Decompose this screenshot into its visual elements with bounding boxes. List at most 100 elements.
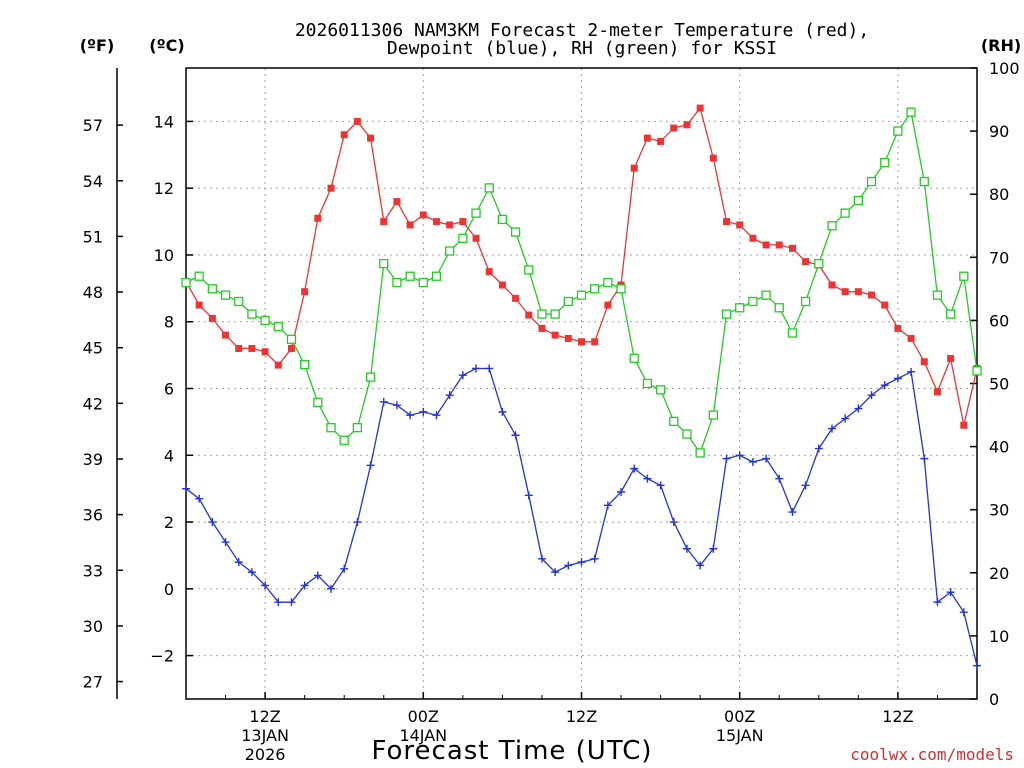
- temperature-point: [723, 218, 731, 226]
- rh-point: [616, 284, 626, 294]
- dewpoint-point: [208, 518, 217, 527]
- dewpoint-point: [195, 494, 204, 503]
- temperature-point: [868, 291, 876, 299]
- rh-tick-label: 90: [989, 122, 1009, 141]
- temperature-point: [933, 388, 941, 396]
- temperature-point: [525, 311, 533, 319]
- rh-point: [800, 296, 811, 307]
- dewpoint-point: [340, 564, 349, 573]
- dewpoint-point: [907, 367, 916, 376]
- dewpoint-point: [788, 508, 797, 517]
- rh-point: [932, 290, 943, 300]
- dewpoint-point: [590, 554, 599, 563]
- rh-point: [840, 208, 850, 218]
- temperature-point: [841, 288, 849, 296]
- rh-point: [695, 448, 705, 458]
- x-tick-date: 13JAN: [241, 726, 289, 745]
- temperature-point: [367, 134, 375, 142]
- dewpoint-point: [353, 518, 362, 527]
- rh-point: [220, 290, 231, 300]
- chart-title-line1: 2026011306 NAM3KM Forecast 2-meter Tempe…: [295, 20, 869, 41]
- rh-tick-label: 10: [989, 627, 1009, 646]
- dewpoint-point: [973, 661, 981, 670]
- temperature-point: [419, 211, 427, 219]
- grid-lines: [186, 68, 977, 699]
- temperature-point: [564, 334, 572, 342]
- dewpoint-point: [366, 461, 375, 470]
- celsius-tick-label: 2: [164, 513, 174, 532]
- rh-point: [260, 315, 270, 326]
- rh-point: [524, 265, 534, 275]
- dewpoint-point: [880, 381, 889, 390]
- fahrenheit-tick-label: 30: [83, 617, 103, 636]
- dewpoint-point: [511, 431, 520, 440]
- rh-tick-label: 20: [989, 564, 1009, 583]
- rh-point: [194, 271, 204, 281]
- x-tick-label: 00Z: [724, 707, 755, 726]
- rh-point: [866, 176, 877, 187]
- rh-point: [576, 290, 587, 300]
- data-series: [181, 104, 982, 670]
- chart-title-line2: Dewpoint (blue), RH (green) for KSSI: [387, 38, 777, 59]
- temperature-point: [406, 221, 414, 229]
- rh-point: [563, 296, 573, 307]
- rh-tick-label: 60: [989, 311, 1009, 330]
- temperature-point: [591, 338, 599, 346]
- x-tick-label: 12Z: [566, 707, 597, 726]
- rh-point: [603, 277, 613, 288]
- rh-point: [484, 183, 494, 193]
- temperature-point: [854, 288, 862, 296]
- rh-tick-label: 80: [989, 185, 1009, 204]
- temperature-point: [947, 354, 955, 362]
- dewpoint-point: [445, 391, 454, 400]
- temperature-point: [195, 301, 203, 309]
- temperature-point: [446, 221, 454, 229]
- rh-point: [735, 303, 745, 313]
- temperature-point: [512, 294, 520, 302]
- dewpoint-point: [537, 554, 546, 563]
- rh-point: [629, 353, 639, 363]
- temperature-point: [353, 117, 361, 125]
- rh-point: [207, 284, 218, 294]
- temperature-point: [683, 121, 691, 129]
- dewpoint-point: [221, 538, 230, 547]
- temperature-point: [538, 324, 546, 332]
- temperature-point: [881, 301, 889, 309]
- dewpoint-point: [617, 488, 626, 497]
- celsius-tick-label: 8: [164, 313, 174, 332]
- dewpoint-point: [643, 474, 652, 483]
- dewpoint-point: [379, 397, 388, 406]
- temperature-point: [736, 221, 744, 229]
- fahrenheit-tick-label: 42: [83, 394, 103, 413]
- rh-point: [880, 157, 890, 168]
- temperature-point: [709, 154, 717, 162]
- rh-point: [959, 271, 969, 281]
- rh-point: [642, 378, 653, 389]
- temperature-point: [788, 244, 796, 252]
- rh-point: [418, 277, 428, 288]
- temperature-point: [327, 184, 335, 192]
- temperature-point: [960, 421, 968, 429]
- rh-point: [972, 366, 982, 376]
- dewpoint-point: [472, 364, 481, 373]
- dewpoint-point: [603, 501, 612, 510]
- rh-point: [590, 284, 600, 294]
- rh-tick-label: 40: [989, 438, 1009, 457]
- rh-point: [814, 258, 824, 269]
- temperature-point: [380, 218, 388, 226]
- temperature-point: [802, 258, 810, 266]
- rh-point: [669, 416, 679, 427]
- rh-point: [721, 309, 732, 319]
- rh-point: [471, 208, 481, 218]
- rh-point: [748, 296, 758, 307]
- dewpoint-point: [498, 407, 507, 416]
- temperature-point: [657, 137, 665, 145]
- temperature-point: [208, 314, 216, 322]
- fahrenheit-tick-label: 51: [83, 227, 103, 246]
- dewpoint-point: [261, 581, 270, 590]
- dewpoint-point: [775, 474, 784, 483]
- credit-link[interactable]: coolwx.com/models: [850, 745, 1014, 764]
- rh-point: [537, 309, 547, 319]
- rh-point: [919, 176, 929, 187]
